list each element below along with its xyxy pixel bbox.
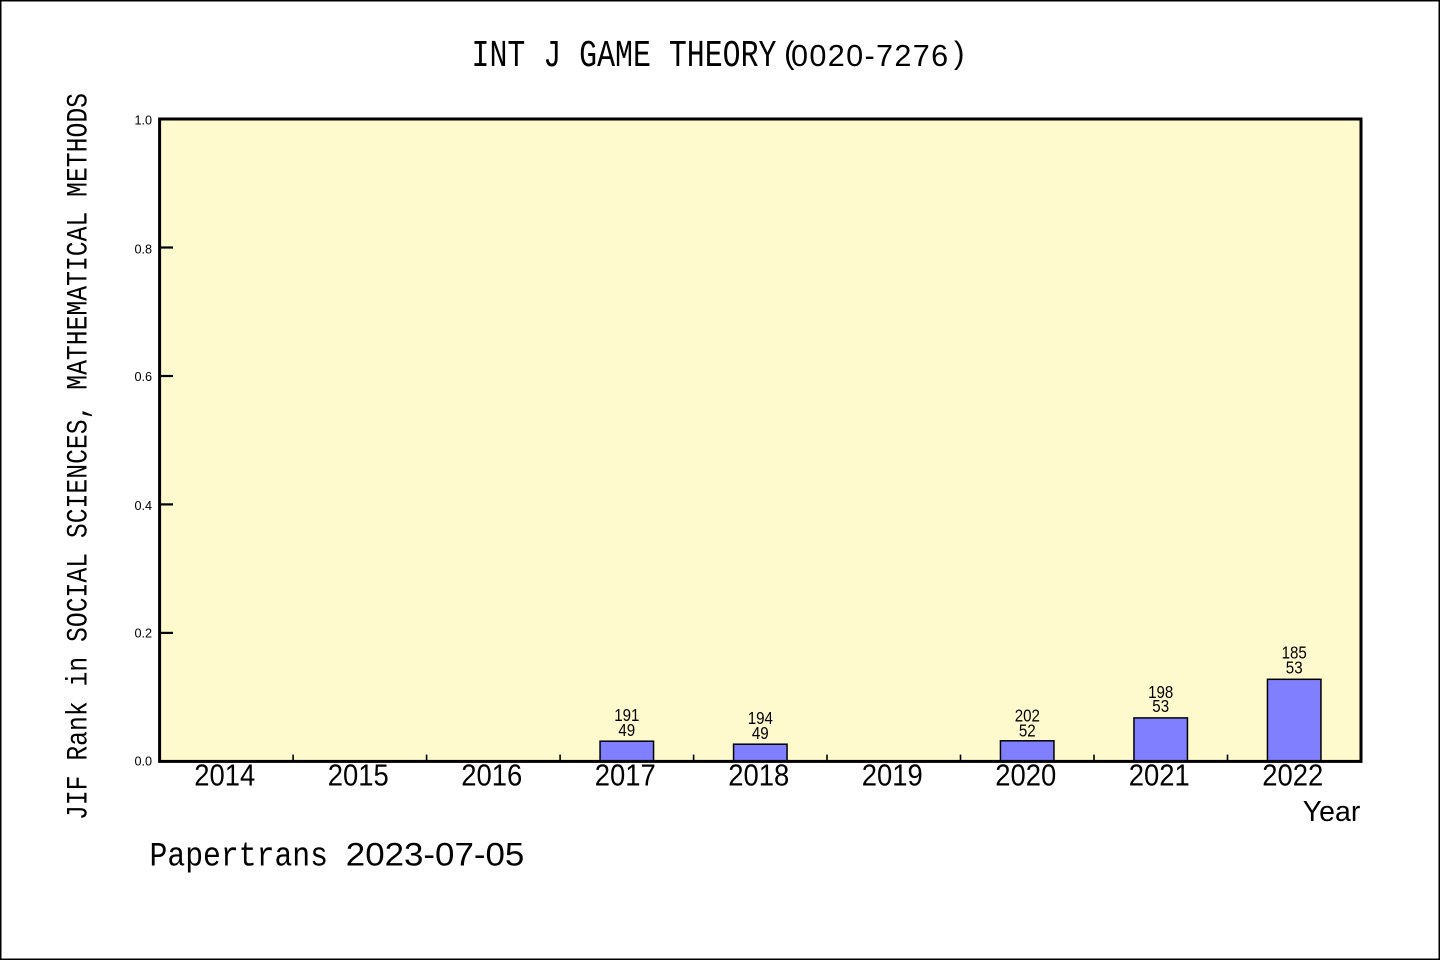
svg-text:2017: 2017 <box>595 759 656 793</box>
svg-text:2019: 2019 <box>862 759 923 793</box>
svg-text:2020: 2020 <box>995 759 1056 793</box>
svg-text:2014: 2014 <box>194 759 255 793</box>
svg-text:JIF Rank in SOCIAL SCIENCES, M: JIF Rank in SOCIAL SCIENCES, MATHEMATICA… <box>62 93 96 820</box>
svg-text:0.2: 0.2 <box>135 626 153 641</box>
svg-text:0.6: 0.6 <box>135 369 153 384</box>
svg-text:2021: 2021 <box>1129 759 1190 793</box>
svg-text:49: 49 <box>752 723 769 743</box>
svg-text:53: 53 <box>1152 696 1169 716</box>
svg-text:0.4: 0.4 <box>135 498 153 513</box>
svg-text:): ) <box>954 34 965 70</box>
svg-text:2018: 2018 <box>728 759 789 793</box>
svg-text:2022: 2022 <box>1262 759 1323 793</box>
svg-text:2015: 2015 <box>328 759 389 793</box>
svg-text:202: 202 <box>1015 705 1040 725</box>
svg-text:2016: 2016 <box>461 759 522 793</box>
svg-text:2023-07-05: 2023-07-05 <box>346 836 525 872</box>
svg-text:53: 53 <box>1286 658 1303 678</box>
svg-text:1.0: 1.0 <box>135 113 153 128</box>
svg-text:185: 185 <box>1282 642 1307 662</box>
svg-text:0.8: 0.8 <box>135 241 153 256</box>
svg-text:Papertrans: Papertrans <box>150 838 329 876</box>
svg-text:191: 191 <box>614 705 639 725</box>
svg-text:0.0: 0.0 <box>135 753 153 768</box>
svg-text:194: 194 <box>748 708 773 728</box>
svg-text:198: 198 <box>1148 682 1173 702</box>
svg-text:Year: Year <box>1303 796 1361 828</box>
svg-text:(: ( <box>784 34 795 70</box>
svg-text:INT J GAME THEORY: INT J GAME THEORY <box>472 35 777 78</box>
svg-text:0020-7276: 0020-7276 <box>791 39 948 73</box>
svg-text:52: 52 <box>1019 720 1036 740</box>
svg-text:49: 49 <box>618 720 635 740</box>
